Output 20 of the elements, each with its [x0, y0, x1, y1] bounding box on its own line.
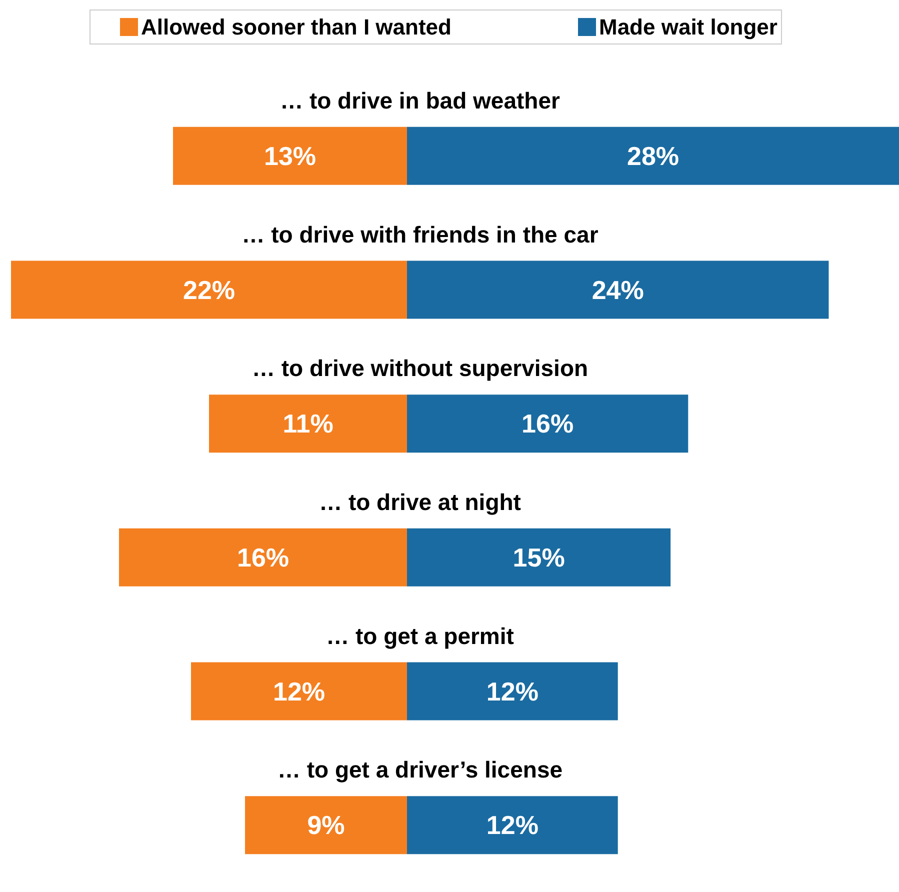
legend-label: Allowed sooner than I wanted	[141, 14, 452, 40]
category-label: … to get a driver’s license	[277, 756, 563, 783]
data-label: 13%	[264, 140, 316, 171]
category-label: … to get a permit	[326, 622, 514, 649]
data-label: 24%	[592, 274, 644, 305]
category-label: … to drive at night	[319, 488, 521, 515]
data-label: 16%	[236, 542, 290, 572]
data-label: 12%	[272, 676, 326, 706]
data-label: 9%	[307, 810, 345, 840]
data-label: 15%	[512, 542, 565, 572]
data-label: 16%	[522, 408, 574, 439]
data-label: 12%	[486, 810, 538, 840]
category-label: … to drive in bad weather	[280, 87, 560, 114]
data-label: 22%	[182, 274, 236, 305]
category-label: … to drive with friends in the car	[242, 221, 598, 248]
legend-label: Made wait longer	[599, 14, 778, 40]
data-label: 12%	[486, 676, 538, 706]
data-label: 28%	[626, 140, 680, 171]
data-label: 11%	[282, 408, 334, 439]
category-label: … to drive without supervision	[252, 355, 588, 382]
